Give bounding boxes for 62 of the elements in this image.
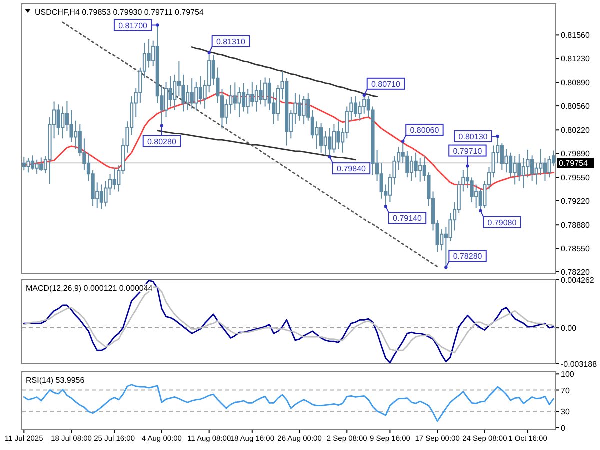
data-label: 0.78280 <box>453 252 483 262</box>
data-label: 0.81700 <box>118 21 148 30</box>
point <box>362 94 366 98</box>
line-series <box>23 280 555 364</box>
data-label: 0.79710 <box>453 146 483 156</box>
point <box>208 51 211 54</box>
point <box>156 24 160 27</box>
point <box>384 205 388 208</box>
y-tick-label: 30 <box>561 408 570 417</box>
y-tick-label: 0.80220 <box>561 126 590 136</box>
candlestick <box>414 152 418 178</box>
y-tick-label: 0.79550 <box>561 174 590 183</box>
candlestick <box>26 158 30 174</box>
candlestick <box>354 96 358 118</box>
data-label: 0.80710 <box>372 80 401 89</box>
data-label: 0.79080 <box>488 218 518 228</box>
point <box>496 134 500 138</box>
data-label: 0.79140 <box>393 214 423 224</box>
y-tick-label: 70 <box>561 386 570 396</box>
y-tick-label: 0.80890 <box>561 78 590 88</box>
line-series <box>23 92 555 192</box>
candlestick <box>56 104 60 136</box>
data-label: 0.79840 <box>337 164 367 174</box>
y-tick-label: 0.81560 <box>561 31 590 40</box>
point <box>444 266 448 270</box>
y-tick-label: 0.79220 <box>561 197 590 206</box>
candlestick <box>30 155 35 170</box>
ref-line-label: 0.79754 <box>559 159 588 168</box>
point <box>160 124 164 128</box>
point <box>479 209 482 213</box>
y-tick-label: 0.78220 <box>561 268 590 277</box>
y-tick-label: 100 <box>561 370 575 380</box>
data-label: 0.80280 <box>148 137 177 146</box>
y-tick-label: 0.78880 <box>561 221 590 230</box>
y-tick-label: 0.79890 <box>561 150 590 159</box>
y-tick-label: 0.80560 <box>561 102 590 112</box>
text: USDCHF,H4 0.79853 0.79930 0.79711 0.79754 <box>35 8 204 17</box>
y-tick-label: -0.003188 <box>561 360 598 369</box>
candlestick <box>40 157 44 172</box>
text: RSI(14) 53.9956 <box>26 376 86 385</box>
line-series <box>62 22 438 268</box>
candlestick <box>336 121 340 150</box>
data-label: 0.80060 <box>410 126 440 135</box>
y-tick-label: 0.004262 <box>561 276 595 285</box>
candlestick <box>298 94 302 122</box>
line-series <box>23 384 555 422</box>
line-series <box>23 286 555 354</box>
candlestick <box>332 124 336 154</box>
candlestick <box>302 96 306 125</box>
point <box>466 164 470 168</box>
point <box>402 140 405 144</box>
candlestick <box>35 159 39 175</box>
y-tick-label: 0 <box>561 424 566 433</box>
data-label: 0.81310 <box>216 37 246 46</box>
candlestick <box>513 156 517 186</box>
y-tick-label: 0.00 <box>561 324 578 334</box>
y-tick-label: 0.78550 <box>561 244 590 254</box>
point <box>328 155 332 159</box>
y-tick-label: 0.81230 <box>561 54 590 64</box>
candlestick <box>410 156 414 182</box>
data-label: 0.80130 <box>458 132 488 142</box>
candlestick <box>190 78 194 110</box>
